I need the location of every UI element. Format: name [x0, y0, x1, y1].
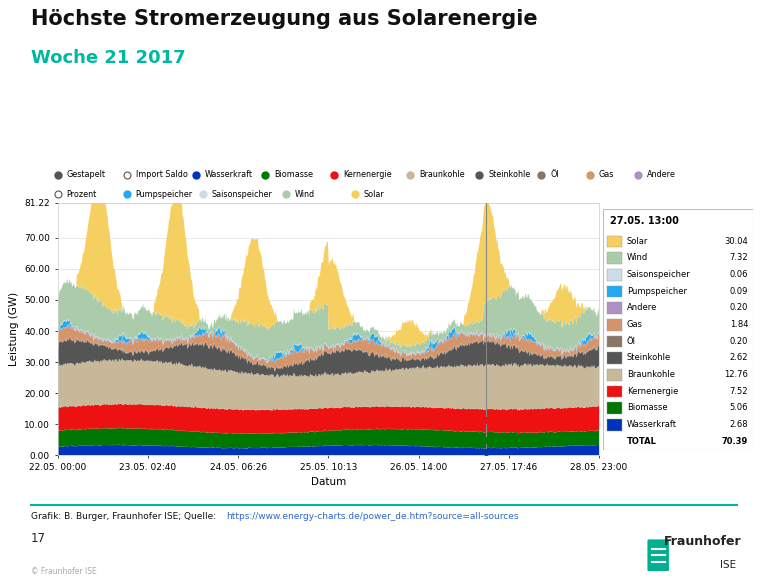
Text: 1.84: 1.84	[730, 320, 748, 329]
Text: Import Saldo: Import Saldo	[136, 170, 187, 179]
Text: Gestapelt: Gestapelt	[67, 170, 105, 179]
Text: Kernenergie: Kernenergie	[627, 387, 678, 396]
Text: Gas: Gas	[627, 320, 643, 329]
Text: Saisonspeicher: Saisonspeicher	[212, 190, 273, 199]
Text: 7.32: 7.32	[730, 253, 748, 262]
Bar	[607, 235, 622, 247]
Text: 0.06: 0.06	[730, 270, 748, 279]
Text: Öl: Öl	[627, 336, 636, 346]
Text: 30.04: 30.04	[724, 237, 748, 246]
Text: Andere: Andere	[647, 170, 676, 179]
Bar	[607, 319, 622, 331]
Bar	[607, 369, 622, 380]
Y-axis label: Leistung (GW): Leistung (GW)	[8, 292, 18, 366]
Text: 7.52: 7.52	[730, 387, 748, 396]
FancyBboxPatch shape	[647, 539, 669, 571]
Text: Biomasse: Biomasse	[627, 403, 667, 412]
Text: Steinkohle: Steinkohle	[627, 353, 671, 362]
Text: Gas: Gas	[599, 170, 614, 179]
Text: 12.76: 12.76	[724, 370, 748, 379]
Text: 0.20: 0.20	[730, 336, 748, 346]
Text: ISE: ISE	[720, 560, 736, 570]
Bar	[607, 336, 622, 347]
X-axis label: Datum: Datum	[311, 477, 346, 488]
Text: 17: 17	[31, 532, 46, 545]
Text: Andere: Andere	[627, 303, 657, 313]
Text: 5.06: 5.06	[730, 403, 748, 412]
Text: Wasserkraft: Wasserkraft	[205, 170, 253, 179]
Text: Pumpspeicher: Pumpspeicher	[136, 190, 193, 199]
Bar	[607, 386, 622, 397]
Text: Fraunhofer: Fraunhofer	[664, 535, 742, 548]
Text: Wasserkraft: Wasserkraft	[627, 420, 677, 429]
Text: Öl: Öl	[551, 170, 559, 179]
Text: Braunkohle: Braunkohle	[419, 170, 465, 179]
Text: 27.05. 13:00: 27.05. 13:00	[611, 216, 679, 226]
FancyBboxPatch shape	[603, 209, 753, 450]
Text: 0.09: 0.09	[730, 287, 748, 296]
Bar	[607, 302, 622, 314]
Text: Prozent: Prozent	[67, 190, 97, 199]
Text: 2.68: 2.68	[730, 420, 748, 429]
Bar	[607, 269, 622, 281]
Text: 2.62: 2.62	[730, 353, 748, 362]
Text: Braunkohle: Braunkohle	[627, 370, 675, 379]
Text: Steinkohle: Steinkohle	[488, 170, 531, 179]
Bar	[607, 252, 622, 264]
Text: Solar: Solar	[364, 190, 385, 199]
Bar	[607, 286, 622, 297]
Text: Saisonspeicher: Saisonspeicher	[627, 270, 690, 279]
Text: © Fraunhofer ISE: © Fraunhofer ISE	[31, 567, 97, 577]
Text: Pumpspeicher: Pumpspeicher	[627, 287, 687, 296]
Text: TOTAL: TOTAL	[627, 437, 657, 445]
Bar	[607, 403, 622, 414]
Text: Höchste Stromerzeugung aus Solarenergie: Höchste Stromerzeugung aus Solarenergie	[31, 9, 538, 28]
Text: Wind: Wind	[627, 253, 648, 262]
Bar	[607, 419, 622, 430]
Text: https://www.energy-charts.de/power_de.htm?source=all-sources: https://www.energy-charts.de/power_de.ht…	[227, 512, 519, 521]
Text: Grafik: B. Burger, Fraunhofer ISE; Quelle:: Grafik: B. Burger, Fraunhofer ISE; Quell…	[31, 512, 219, 521]
Bar	[607, 352, 622, 364]
Text: Wind: Wind	[295, 190, 315, 199]
Text: 0.20: 0.20	[730, 303, 748, 313]
Text: Solar: Solar	[627, 237, 648, 246]
Text: 70.39: 70.39	[722, 437, 748, 445]
Text: Biomasse: Biomasse	[274, 170, 313, 179]
Text: Woche 21 2017: Woche 21 2017	[31, 49, 185, 67]
Text: Kernenergie: Kernenergie	[343, 170, 392, 179]
